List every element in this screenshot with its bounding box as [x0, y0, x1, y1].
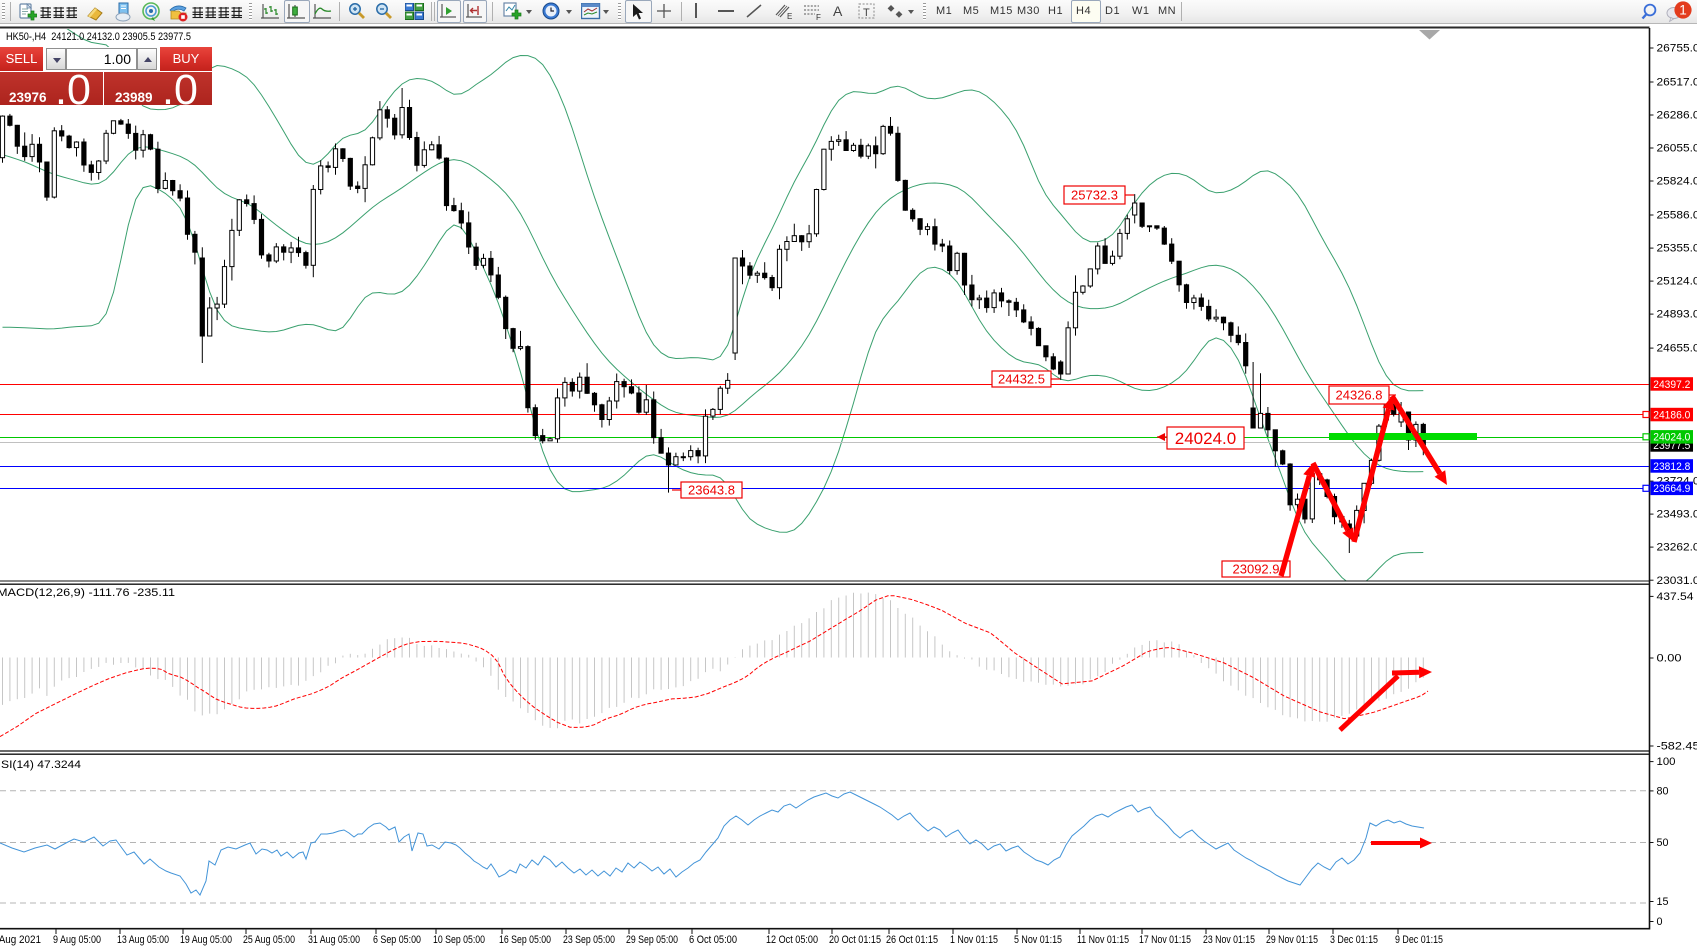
svg-text:0.00: 0.00 — [1657, 653, 1682, 665]
svg-text:26517.0: 26517.0 — [1657, 77, 1697, 89]
svg-text:23664.9: 23664.9 — [1653, 483, 1690, 495]
svg-text:25586.0: 25586.0 — [1657, 210, 1697, 222]
svg-text:24655.0: 24655.0 — [1657, 343, 1697, 355]
svg-text:4 Aug 2021: 4 Aug 2021 — [0, 934, 41, 946]
svg-text:23643.8: 23643.8 — [688, 483, 735, 498]
svg-text:5 Nov 01:15: 5 Nov 01:15 — [1014, 934, 1062, 946]
svg-text:26286.0: 26286.0 — [1657, 110, 1697, 122]
svg-text:24326.8: 24326.8 — [1336, 388, 1383, 403]
svg-text:31 Aug 05:00: 31 Aug 05:00 — [308, 934, 360, 946]
svg-text:24893.0: 24893.0 — [1657, 309, 1697, 321]
svg-text:20 Oct 01:15: 20 Oct 01:15 — [829, 934, 881, 946]
svg-text:13 Aug 05:00: 13 Aug 05:00 — [117, 934, 169, 946]
svg-text:1 Nov 01:15: 1 Nov 01:15 — [950, 934, 998, 946]
svg-text:SI(14) 47.3244: SI(14) 47.3244 — [1, 759, 81, 771]
svg-text:24432.5: 24432.5 — [998, 372, 1045, 387]
svg-text:23092.9: 23092.9 — [1233, 562, 1280, 577]
svg-text:23493.0: 23493.0 — [1657, 509, 1697, 521]
svg-text:E: E — [787, 12, 792, 21]
svg-text:0: 0 — [1657, 916, 1663, 928]
svg-text:100: 100 — [1657, 756, 1676, 768]
svg-text:26755.0: 26755.0 — [1657, 43, 1697, 55]
svg-text:24397.2: 24397.2 — [1653, 379, 1690, 391]
svg-text:29 Nov 01:15: 29 Nov 01:15 — [1266, 934, 1318, 946]
svg-text:1: 1 — [1679, 3, 1687, 18]
svg-text:16 Sep 05:00: 16 Sep 05:00 — [499, 934, 551, 946]
svg-text:25124.0: 25124.0 — [1657, 276, 1697, 288]
svg-text:HK50-,H4 24121.0 24132.0 2390: HK50-,H4 24121.0 24132.0 23905.5 23977.5 — [6, 31, 191, 43]
svg-text:25732.3: 25732.3 — [1071, 188, 1118, 203]
svg-text:F: F — [816, 13, 821, 22]
svg-text:6 Sep 05:00: 6 Sep 05:00 — [373, 934, 421, 946]
svg-text:23262.0: 23262.0 — [1657, 542, 1697, 554]
svg-text:25355.0: 25355.0 — [1657, 243, 1697, 255]
svg-text:9 Dec 01:15: 9 Dec 01:15 — [1395, 934, 1443, 946]
svg-text:11 Nov 01:15: 11 Nov 01:15 — [1077, 934, 1129, 946]
svg-text:T: T — [863, 7, 870, 19]
svg-text:24024.0: 24024.0 — [1175, 429, 1236, 448]
svg-text:10 Sep 05:00: 10 Sep 05:00 — [433, 934, 485, 946]
svg-text:23031.0: 23031.0 — [1657, 575, 1697, 587]
svg-text:25824.0: 25824.0 — [1657, 176, 1697, 188]
svg-text:26 Oct 01:15: 26 Oct 01:15 — [886, 934, 938, 946]
svg-text:-582.45: -582.45 — [1657, 741, 1697, 753]
svg-text:25 Aug 05:00: 25 Aug 05:00 — [243, 934, 295, 946]
svg-text:437.54: 437.54 — [1657, 591, 1694, 603]
svg-text:6 Oct 05:00: 6 Oct 05:00 — [689, 934, 737, 946]
svg-text:50: 50 — [1657, 837, 1669, 849]
svg-text:19 Aug 05:00: 19 Aug 05:00 — [180, 934, 232, 946]
svg-text:29 Sep 05:00: 29 Sep 05:00 — [626, 934, 678, 946]
svg-text:3 Dec 01:15: 3 Dec 01:15 — [1330, 934, 1378, 946]
svg-text:26055.0: 26055.0 — [1657, 143, 1697, 155]
svg-text:23 Sep 05:00: 23 Sep 05:00 — [563, 934, 615, 946]
svg-text:24186.0: 24186.0 — [1653, 409, 1690, 421]
svg-text:23 Nov 01:15: 23 Nov 01:15 — [1203, 934, 1255, 946]
svg-text:9 Aug 05:00: 9 Aug 05:00 — [53, 934, 101, 946]
svg-text:MACD(12,26,9) -111.76 -235.11: MACD(12,26,9) -111.76 -235.11 — [0, 587, 175, 599]
svg-text:12 Oct 05:00: 12 Oct 05:00 — [766, 934, 818, 946]
svg-text:23812.8: 23812.8 — [1653, 461, 1690, 473]
svg-text:80: 80 — [1657, 786, 1669, 798]
svg-text:15: 15 — [1657, 896, 1669, 908]
svg-text:24024.0: 24024.0 — [1653, 432, 1690, 444]
svg-text:17 Nov 01:15: 17 Nov 01:15 — [1139, 934, 1191, 946]
